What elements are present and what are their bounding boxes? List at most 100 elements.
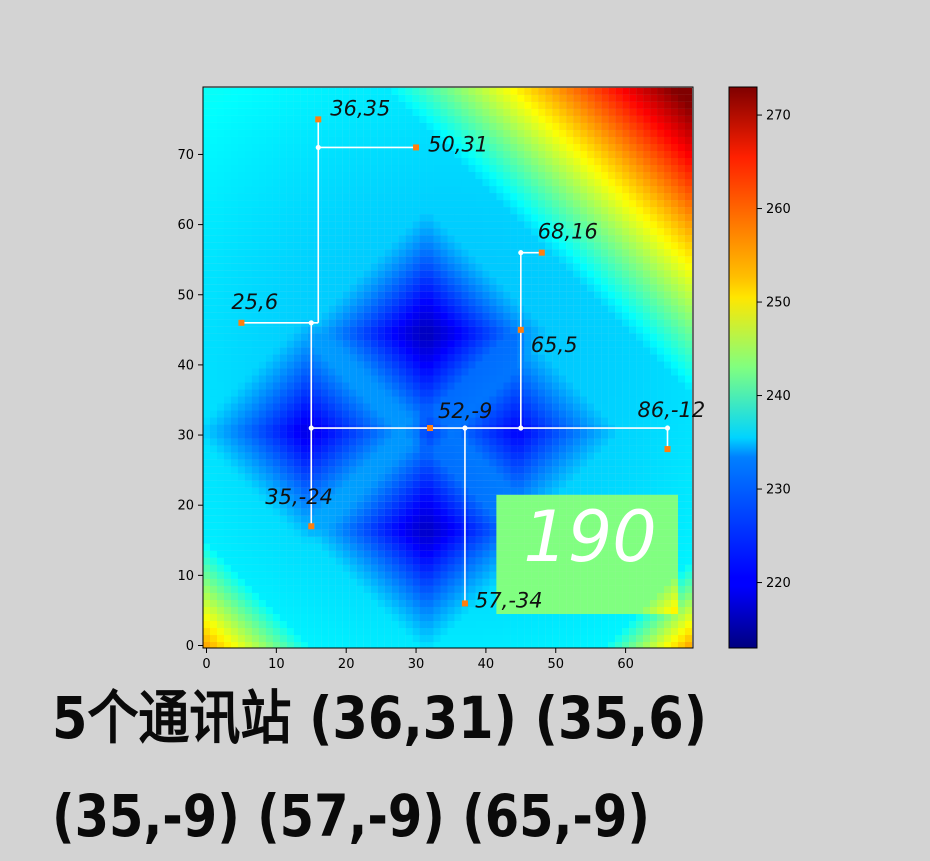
heatmap-cell [573,627,581,636]
heatmap-cell [272,193,280,201]
heatmap-cell [489,228,497,236]
heatmap-cell [342,641,350,648]
heatmap-cell [230,627,239,636]
heatmap-cell [286,480,294,488]
heatmap-cell [419,256,427,264]
heatmap-cell [440,592,448,600]
heatmap-cell [223,150,232,159]
heatmap-cell [426,403,434,411]
heatmap-cell [349,122,357,130]
heatmap-cell [475,466,483,474]
heatmap-cell [496,186,504,194]
heatmap-cell [580,452,588,460]
heatmap-cell [580,129,588,137]
heatmap-cell [314,480,322,488]
heatmap-cell [216,606,225,615]
heatmap-cell [489,94,497,102]
heatmap-cell [230,164,239,173]
heatmap-cell [433,361,441,369]
heatmap-cell [391,200,399,208]
heatmap-cell [405,136,413,145]
heatmap-cell [580,438,588,446]
heatmap-cell [412,361,420,369]
heatmap-cell [293,340,301,348]
heatmap-cell [265,249,273,257]
heatmap-cell [615,620,623,629]
heatmap-cell [615,459,623,467]
heatmap-cell [629,613,637,622]
heatmap-cell [629,473,637,481]
heatmap-cell [412,487,420,495]
heatmap-cell [321,340,329,348]
heatmap-cell [412,178,420,187]
heatmap-cell [510,157,518,166]
heatmap-cell [454,87,462,95]
heatmap-cell [405,108,413,116]
heatmap-cell [244,270,253,278]
heatmap-cell [300,634,308,643]
heatmap-cell [314,382,322,390]
heatmap-cell [426,599,434,607]
heatmap-cell [510,305,518,313]
heatmap-cell [363,277,371,285]
heatmap-cell [244,599,253,607]
heatmap-cell [356,157,364,166]
heatmap-cell [412,94,420,102]
heatmap-cell [419,284,427,292]
heatmap-cell [517,221,525,229]
heatmap-cell [622,150,630,159]
heatmap-cell [552,368,560,376]
heatmap-cell [531,480,539,488]
heatmap-cell [468,228,476,236]
heatmap-cell [454,438,462,446]
heatmap-cell [251,136,260,145]
heatmap-cell [349,291,357,299]
heatmap-cell [370,221,378,229]
heatmap-cell [601,115,609,123]
heatmap-cell [286,445,294,453]
heatmap-cell [398,178,406,187]
heatmap-cell [629,277,637,285]
heatmap-cell [328,164,336,173]
heatmap-cell [349,578,357,586]
heatmap-cell [328,291,336,299]
heatmap-cell [419,150,427,159]
heatmap-cell [328,178,336,187]
heatmap-cell [447,627,455,636]
heatmap-cell [265,284,273,292]
heatmap-cell [237,178,246,187]
heatmap-cell [440,326,448,334]
heatmap-cell [573,368,581,376]
heatmap-cell [601,164,609,173]
heatmap-cell [468,298,476,306]
heatmap-cell [363,115,371,123]
heatmap-cell [482,627,490,636]
heatmap-cell [363,452,371,460]
heatmap-cell [594,410,602,418]
heatmap-cell [419,108,427,116]
heatmap-cell [587,249,595,257]
heatmap-cell [342,361,350,369]
heatmap-cell [468,235,476,243]
heatmap-cell [566,634,574,643]
heatmap-cell [272,550,280,558]
heatmap-cell [552,487,560,495]
heatmap-cell [293,501,301,509]
heatmap-cell [454,200,462,208]
heatmap-cell [398,263,406,271]
heatmap-cell [566,256,574,264]
heatmap-cell [391,599,399,607]
heatmap-cell [475,235,483,243]
heatmap-cell [335,242,343,250]
heatmap-cell [223,200,232,208]
heatmap-cell [258,228,266,236]
heatmap-cell [552,200,560,208]
heatmap-cell [608,164,616,173]
heatmap-cell [349,375,357,383]
heatmap-cell [293,94,301,102]
heatmap-cell [629,417,637,425]
heatmap-cell [608,396,616,404]
heatmap-cell [342,87,350,95]
heatmap-cell [300,536,308,544]
heatmap-cell [615,361,623,369]
